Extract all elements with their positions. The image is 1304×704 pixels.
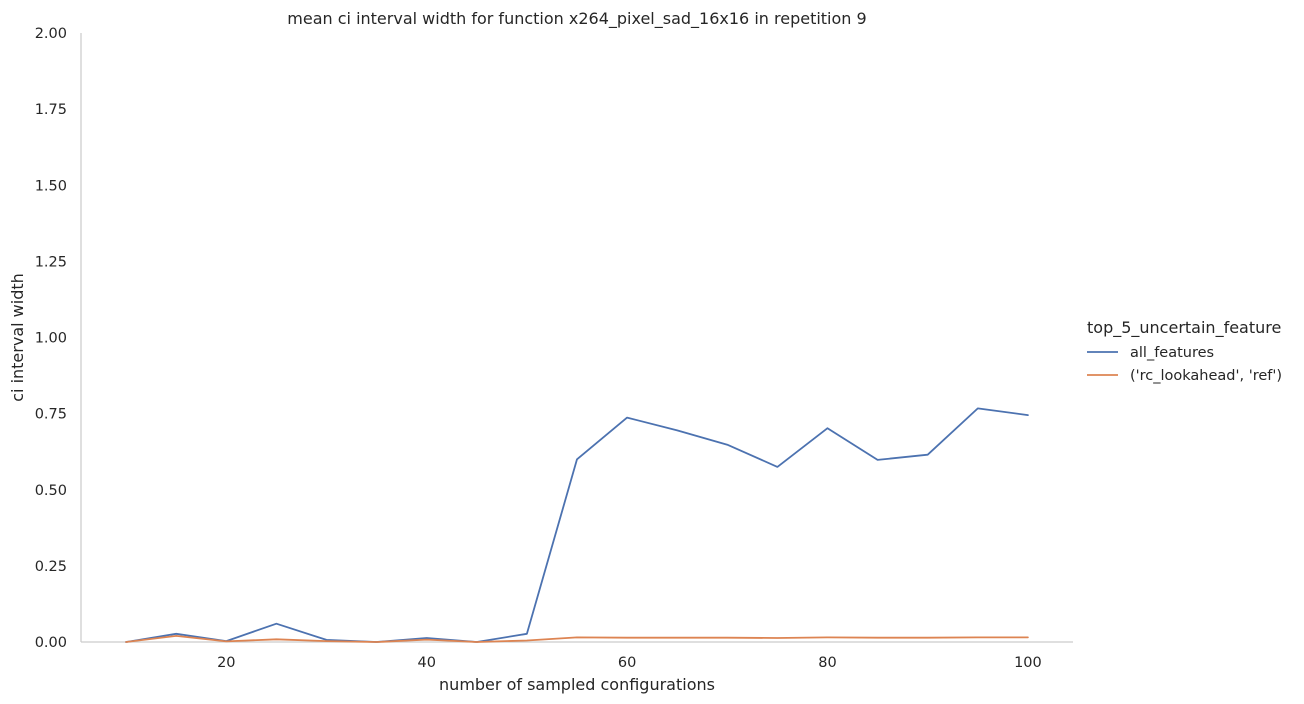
x-tick-label: 60 — [618, 655, 636, 671]
y-tick-label: 1.50 — [35, 178, 67, 194]
y-tick-label: 0.25 — [35, 559, 67, 575]
y-axis-title: ci interval width — [8, 273, 27, 402]
y-tick-label: 0.75 — [35, 407, 67, 423]
x-tick-label: 100 — [1014, 655, 1042, 671]
legend-title: top_5_uncertain_feature — [1087, 318, 1281, 338]
y-tick-label: 2.00 — [35, 26, 67, 42]
y-tick-label: 1.75 — [35, 102, 67, 118]
chart-title: mean ci interval width for function x264… — [287, 9, 866, 29]
legend: top_5_uncertain_feature all_features ('rc… — [1087, 318, 1282, 384]
y-tick-label: 1.00 — [35, 331, 67, 347]
y-axis-ticks: 0.00 0.25 0.50 0.75 1.00 1.25 1.50 1.75 2.00 — [35, 26, 67, 651]
x-tick-label: 20 — [217, 655, 235, 671]
x-axis-ticks: 20 40 60 80 100 — [217, 655, 1042, 671]
legend-label: ('rc_lookahead', 'ref') — [1130, 368, 1282, 384]
y-tick-label: 0.00 — [35, 635, 67, 651]
legend-label: all_features — [1130, 345, 1214, 361]
x-tick-label: 80 — [818, 655, 836, 671]
x-tick-label: 40 — [417, 655, 435, 671]
y-tick-label: 0.50 — [35, 483, 67, 499]
y-tick-label: 1.25 — [35, 254, 67, 270]
x-axis-title: number of sampled configurations — [439, 675, 715, 694]
legend-items: all_features ('rc_lookahead', 'ref') — [1087, 345, 1282, 384]
series-line-1 — [125, 407, 1029, 643]
series-lines — [125, 407, 1029, 643]
series-line-2 — [125, 635, 1029, 643]
